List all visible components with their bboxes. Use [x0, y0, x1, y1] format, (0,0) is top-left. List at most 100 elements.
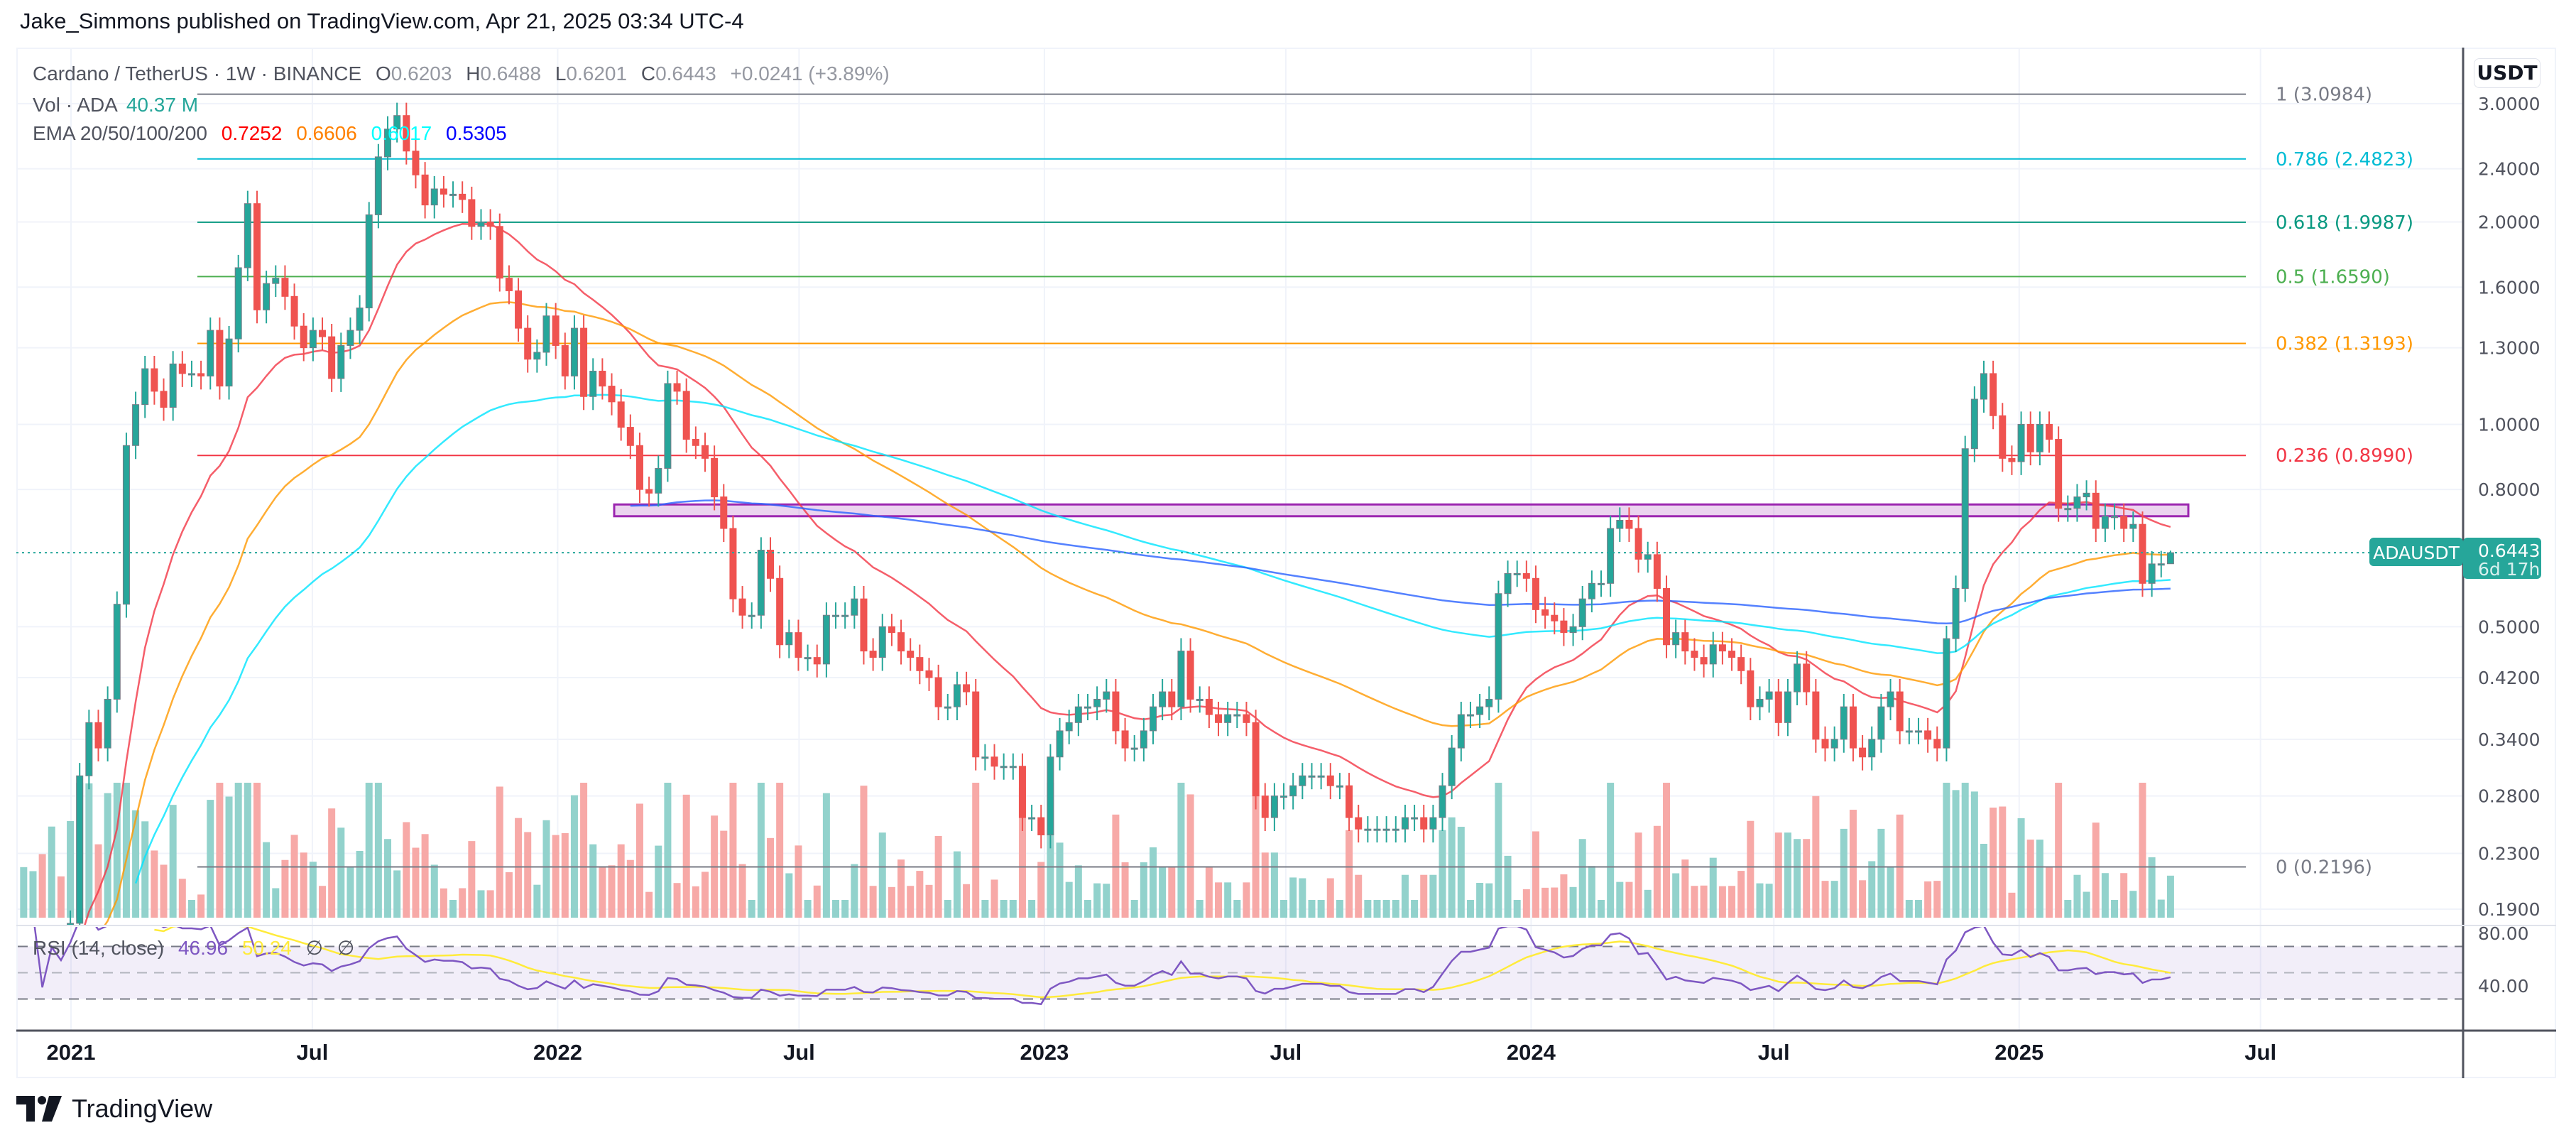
tradingview-logo-icon [16, 1096, 62, 1122]
volume-bar [851, 864, 858, 918]
volume-bar [1513, 900, 1521, 918]
volume-bar [309, 862, 317, 918]
ema-legend[interactable]: EMA 20/50/100/200 0.7252 0.6606 0.6017 0… [33, 122, 515, 145]
volume-bar [1121, 862, 1129, 918]
volume-bar [160, 864, 168, 918]
candle-body [328, 336, 336, 379]
volume-bar [412, 847, 420, 918]
candle-body [972, 691, 980, 758]
candle-body [1355, 817, 1363, 830]
volume-bar [804, 900, 812, 918]
volume-bar [459, 888, 466, 918]
candle-body [533, 352, 541, 360]
volume-bar [2092, 823, 2100, 918]
candle-body [169, 363, 177, 408]
currency-button[interactable]: USDT [2474, 58, 2540, 88]
volume-bar [888, 886, 895, 918]
volume-bar [1149, 847, 1157, 918]
candle-body [1233, 714, 1241, 717]
candle-body [468, 199, 476, 227]
candle-body [878, 626, 886, 658]
candle-body [925, 670, 933, 678]
candle-body [132, 404, 140, 446]
volume-bar [1970, 791, 1978, 918]
symbol-legend[interactable]: Cardano / TetherUS · 1W · BINANCE O0.620… [33, 63, 898, 85]
volume-bar [1233, 900, 1241, 918]
volume-bar [216, 783, 224, 918]
volume-bar [67, 821, 75, 918]
candle-body [2055, 439, 2063, 509]
candle-body [1877, 706, 1885, 740]
candle-body [1728, 651, 1736, 658]
candle-body [608, 386, 616, 403]
ema100-line [134, 393, 2171, 884]
candle-body [505, 278, 513, 291]
volume-bar [533, 884, 541, 918]
time-axis: 2021 Jul 2022 Jul 2023 Jul 2024 Jul 2025 Jul [47, 1040, 2277, 1065]
volume-bar [1196, 900, 1204, 918]
volume-label: Vol · ADA [33, 94, 118, 116]
candle-body [1084, 706, 1091, 709]
volume-bar [1607, 783, 1615, 918]
candle-body [1672, 632, 1680, 646]
candle-body [1933, 739, 1941, 749]
rsi-pane: 80.00 40.00 [18, 923, 2529, 1006]
volume-bar [1457, 827, 1465, 918]
resistance-zone[interactable] [613, 503, 2190, 518]
candle-body [309, 330, 317, 349]
volume-bar [1346, 830, 1353, 918]
volume-bar [1560, 874, 1568, 918]
volume-bar [1243, 882, 1250, 918]
candle-body [151, 368, 158, 392]
candle-body [2083, 492, 2090, 498]
price-tick-label: 2.4000 [2478, 159, 2540, 180]
volume-bar [346, 867, 354, 918]
candle-body [981, 756, 989, 759]
candle-body [515, 290, 523, 329]
candle-body [486, 222, 494, 227]
volume-bar [1765, 884, 1773, 918]
ema200-line [630, 499, 2171, 624]
price-tick-label: 0.2800 [2478, 786, 2540, 807]
volume-bar [1728, 886, 1736, 918]
candle-body [1485, 698, 1493, 707]
symbol-name[interactable]: Cardano / TetherUS · 1W · BINANCE [33, 63, 362, 85]
rsi-legend[interactable]: RSI (14, close) 46.96 50.24 ∅ ∅ [33, 936, 363, 960]
volume-bar [795, 845, 802, 918]
candle-body [664, 383, 672, 469]
candle-body [1774, 691, 1782, 723]
candle-body [1830, 739, 1838, 749]
volume-bar [524, 832, 532, 918]
volume-bar [1411, 900, 1419, 918]
price-tick-label: 0.1900 [2478, 899, 2540, 920]
candle-body [1765, 691, 1773, 700]
candle-body [2101, 516, 2109, 529]
time-tick-label: 2022 [533, 1040, 582, 1065]
volume-bar [281, 859, 289, 918]
candle-body [1149, 706, 1157, 732]
volume-legend[interactable]: Vol · ADA 40.37 M [33, 94, 207, 116]
tradingview-logo[interactable]: TradingView [16, 1094, 212, 1124]
candle-body [207, 330, 214, 376]
volume-bar [897, 859, 905, 918]
volume-bar [542, 820, 550, 918]
candle-body [822, 614, 830, 665]
candle-body [617, 401, 625, 428]
price-tick-label: 0.3400 [2478, 729, 2540, 750]
logo-text: TradingView [72, 1094, 213, 1123]
candle-body [1215, 714, 1223, 723]
volume-bar [1774, 832, 1782, 918]
candle-body [1990, 373, 1997, 416]
candle-body [570, 327, 578, 376]
candle-body [897, 632, 905, 652]
candle-body [1168, 691, 1176, 707]
volume-bar [468, 841, 476, 918]
volume-bar [1186, 794, 1194, 918]
candle-body [953, 684, 961, 707]
volume-bar [1830, 881, 1838, 918]
volume-bar [1224, 882, 1232, 918]
candle-body [281, 278, 289, 297]
volume-bar [1737, 871, 1745, 918]
candle-body [934, 677, 942, 707]
